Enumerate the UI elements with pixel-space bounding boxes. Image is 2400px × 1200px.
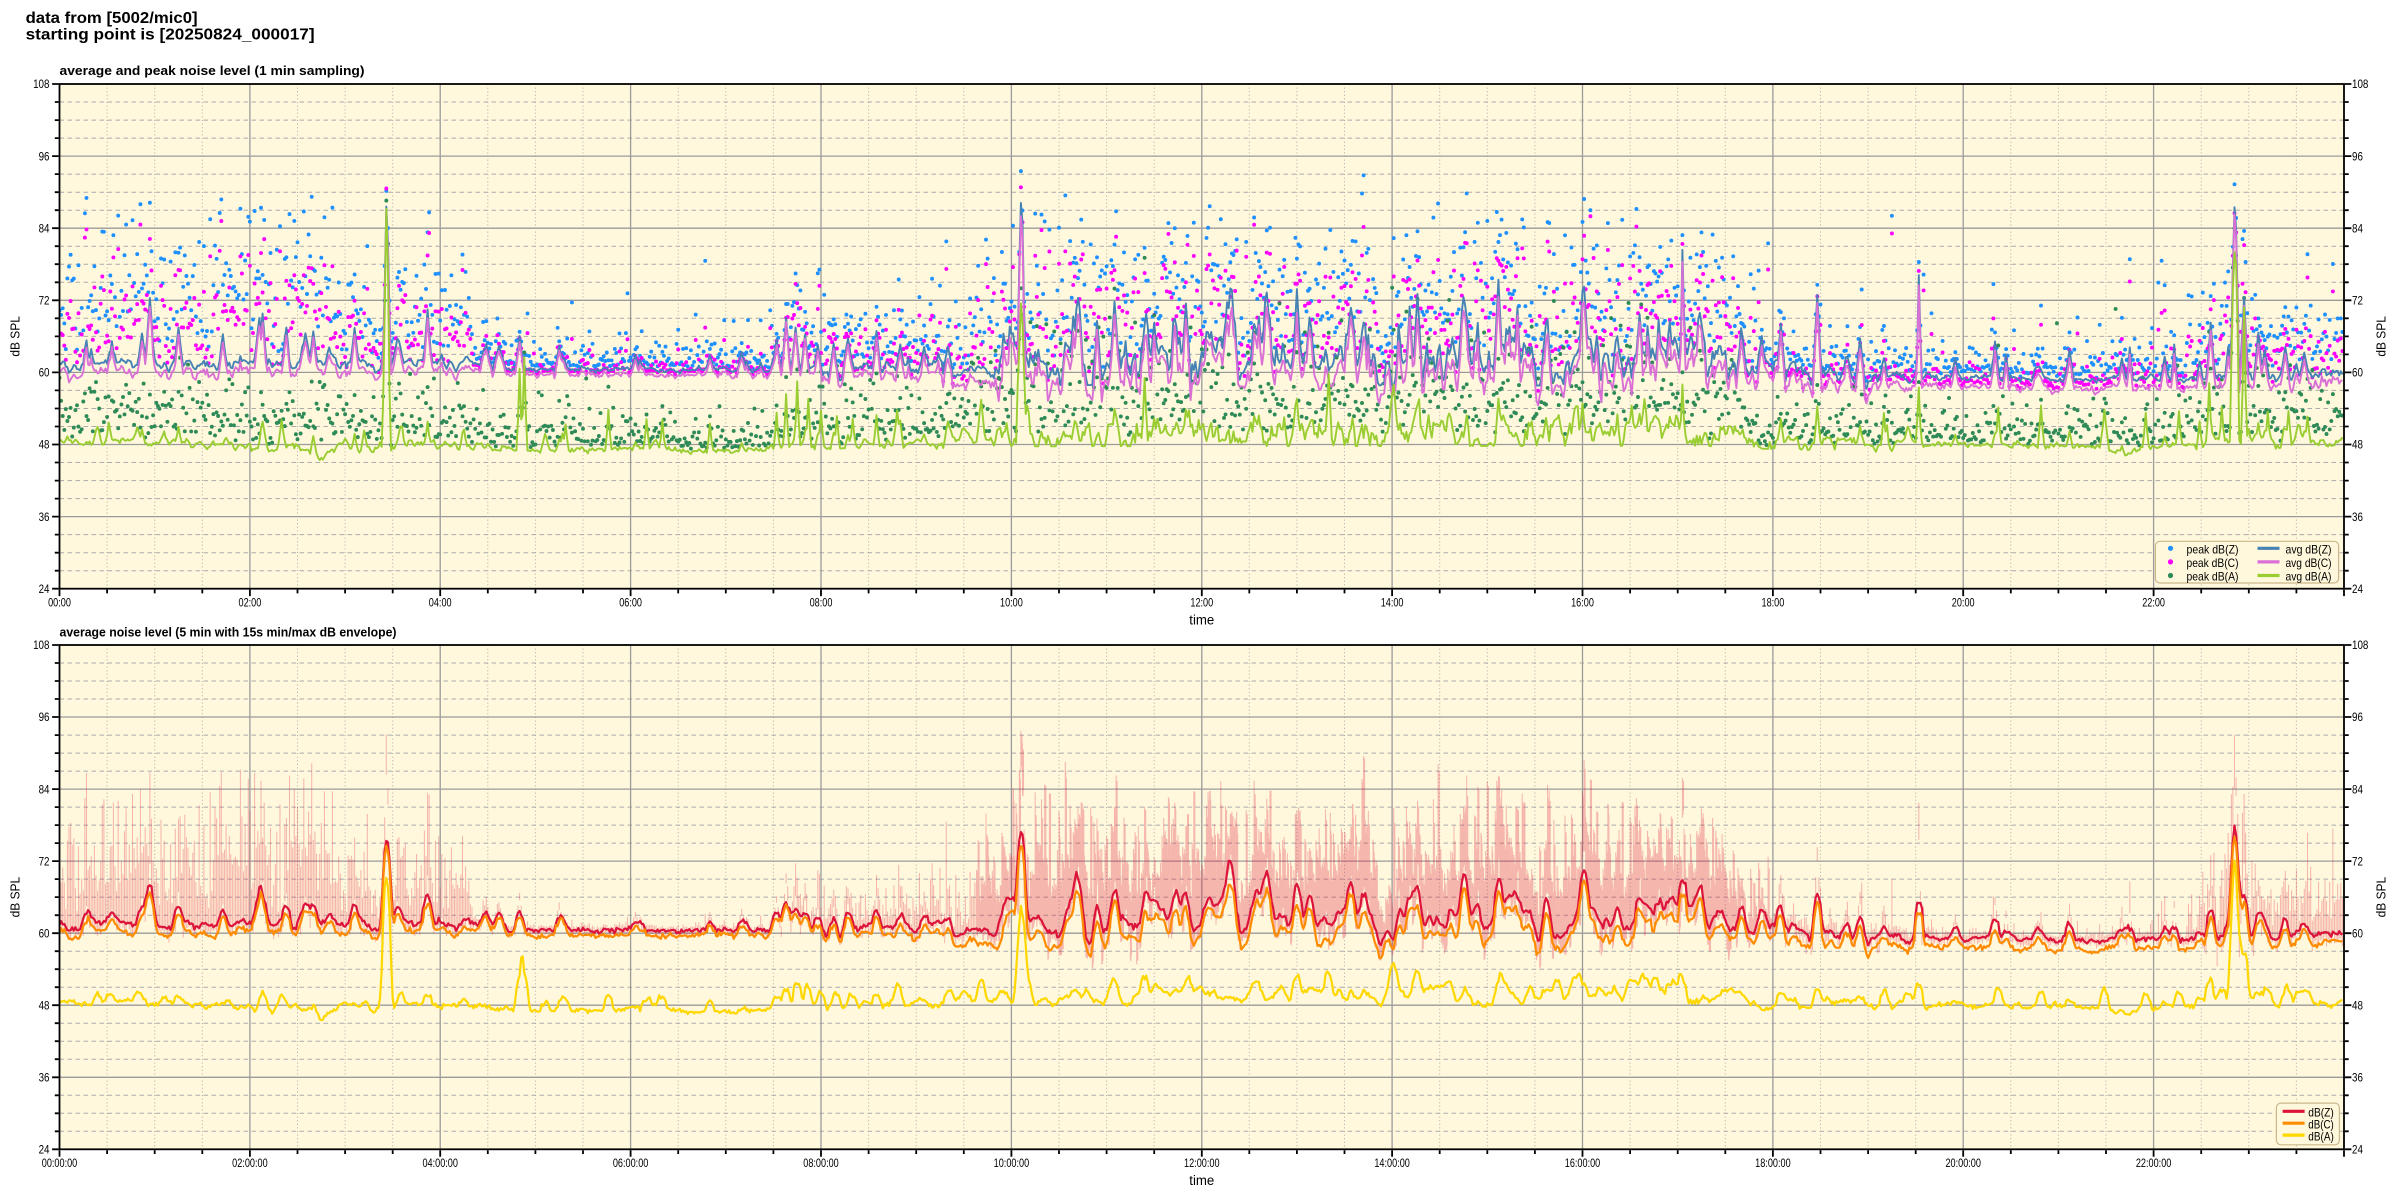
svg-text:48: 48 <box>2352 998 2363 1012</box>
svg-text:72: 72 <box>2352 294 2363 308</box>
svg-text:72: 72 <box>39 854 50 868</box>
svg-text:36: 36 <box>2352 510 2363 524</box>
svg-text:22:00:00: 22:00:00 <box>2136 1156 2172 1170</box>
svg-text:96: 96 <box>2352 710 2363 724</box>
svg-text:dB(Z): dB(Z) <box>2308 1106 2334 1120</box>
svg-text:avg dB(Z): avg dB(Z) <box>2286 543 2332 557</box>
svg-text:108: 108 <box>33 638 50 652</box>
svg-text:time: time <box>1189 613 1214 629</box>
svg-text:108: 108 <box>2352 638 2369 652</box>
svg-text:peak dB(C): peak dB(C) <box>2187 556 2239 570</box>
svg-text:84: 84 <box>2352 782 2363 796</box>
svg-text:20:00: 20:00 <box>1952 595 1975 609</box>
svg-text:84: 84 <box>39 782 50 796</box>
svg-text:dB(C): dB(C) <box>2308 1117 2334 1131</box>
svg-text:06:00: 06:00 <box>619 595 642 609</box>
svg-text:04:00:00: 04:00:00 <box>422 1156 458 1170</box>
svg-text:24: 24 <box>2352 582 2363 596</box>
svg-text:60: 60 <box>39 926 50 940</box>
svg-text:04:00: 04:00 <box>429 595 452 609</box>
svg-text:avg dB(A): avg dB(A) <box>2286 570 2332 584</box>
svg-text:18:00: 18:00 <box>1762 595 1785 609</box>
svg-text:avg dB(C): avg dB(C) <box>2286 556 2332 570</box>
svg-text:72: 72 <box>39 294 50 308</box>
svg-text:60: 60 <box>39 366 50 380</box>
svg-text:36: 36 <box>39 510 50 524</box>
svg-text:72: 72 <box>2352 854 2363 868</box>
svg-text:22:00: 22:00 <box>2142 595 2165 609</box>
svg-text:18:00:00: 18:00:00 <box>1755 1156 1791 1170</box>
svg-text:10:00: 10:00 <box>1000 595 1023 609</box>
svg-text:108: 108 <box>2352 77 2369 91</box>
svg-text:36: 36 <box>39 1071 50 1085</box>
svg-text:96: 96 <box>39 710 50 724</box>
svg-text:08:00: 08:00 <box>810 595 833 609</box>
svg-text:48: 48 <box>39 438 50 452</box>
svg-text:108: 108 <box>33 77 50 91</box>
svg-text:84: 84 <box>2352 221 2363 235</box>
svg-text:60: 60 <box>2352 366 2363 380</box>
svg-text:20:00:00: 20:00:00 <box>1945 1156 1981 1170</box>
svg-text:12:00:00: 12:00:00 <box>1184 1156 1220 1170</box>
svg-text:00:00: 00:00 <box>48 595 71 609</box>
svg-text:dB SPL: dB SPL <box>8 316 23 357</box>
svg-text:00:00:00: 00:00:00 <box>42 1156 78 1170</box>
svg-text:peak dB(Z): peak dB(Z) <box>2187 543 2239 557</box>
svg-text:24: 24 <box>39 1143 50 1157</box>
svg-text:24: 24 <box>39 582 50 596</box>
svg-text:96: 96 <box>2352 149 2363 163</box>
svg-text:48: 48 <box>39 998 50 1012</box>
svg-text:02:00: 02:00 <box>239 595 262 609</box>
svg-text:average noise level (5 min wit: average noise level (5 min with 15s min/… <box>60 624 397 639</box>
svg-text:starting point is [20250824_00: starting point is [20250824_000017] <box>26 26 315 43</box>
svg-text:dB SPL: dB SPL <box>2374 877 2389 918</box>
svg-text:36: 36 <box>2352 1071 2363 1085</box>
svg-text:24: 24 <box>2352 1143 2363 1157</box>
svg-text:10:00:00: 10:00:00 <box>994 1156 1030 1170</box>
svg-text:data from [5002/mic0]: data from [5002/mic0] <box>26 10 198 27</box>
svg-text:84: 84 <box>39 221 50 235</box>
svg-text:02:00:00: 02:00:00 <box>232 1156 268 1170</box>
svg-text:48: 48 <box>2352 438 2363 452</box>
svg-text:dB SPL: dB SPL <box>2374 316 2389 357</box>
svg-text:16:00:00: 16:00:00 <box>1565 1156 1601 1170</box>
svg-text:06:00:00: 06:00:00 <box>613 1156 649 1170</box>
svg-text:14:00:00: 14:00:00 <box>1374 1156 1410 1170</box>
svg-text:08:00:00: 08:00:00 <box>803 1156 839 1170</box>
svg-text:dB SPL: dB SPL <box>8 877 23 918</box>
svg-text:12:00: 12:00 <box>1190 595 1213 609</box>
svg-text:16:00: 16:00 <box>1571 595 1594 609</box>
svg-text:96: 96 <box>39 149 50 163</box>
svg-text:60: 60 <box>2352 926 2363 940</box>
svg-text:peak dB(A): peak dB(A) <box>2187 570 2239 584</box>
svg-text:time: time <box>1189 1173 1214 1189</box>
svg-text:average and peak noise level (: average and peak noise level (1 min samp… <box>60 63 365 78</box>
svg-text:dB(A): dB(A) <box>2308 1129 2334 1143</box>
svg-text:14:00: 14:00 <box>1381 595 1404 609</box>
